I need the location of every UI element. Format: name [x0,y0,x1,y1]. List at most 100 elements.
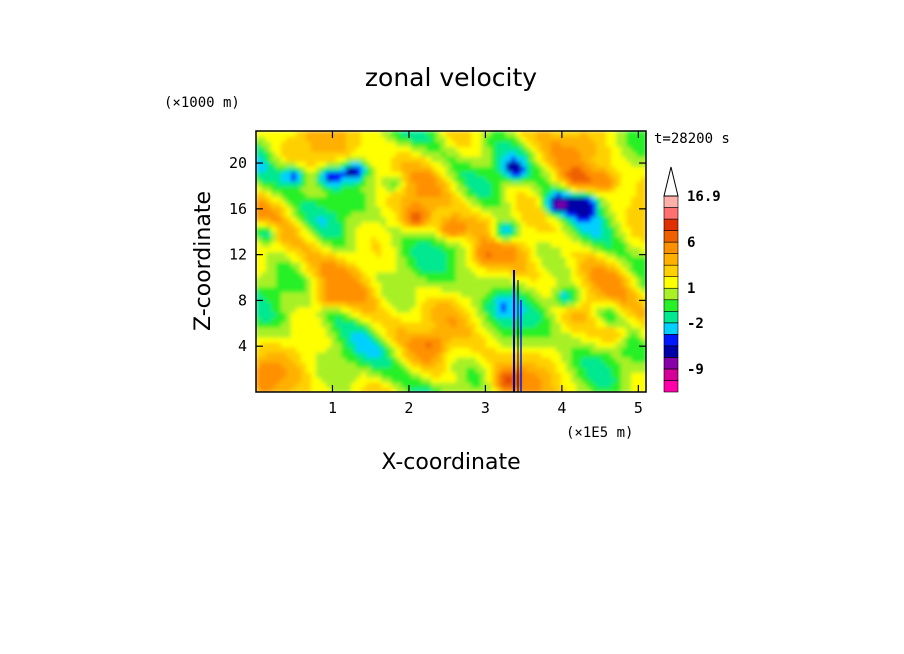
field-cell [626,316,632,323]
field-cell [491,151,497,157]
field-cell [351,346,357,353]
field-cell [376,341,382,348]
field-cell [571,161,577,167]
field-cell [561,251,567,258]
field-cell [526,256,532,263]
field-cell [486,181,492,188]
field-cell [596,316,602,323]
field-cell [476,206,482,213]
field-cell [526,156,532,162]
field-cell [491,361,497,368]
field-cell [466,181,472,188]
field-cell [356,276,362,283]
field-cell [286,291,292,298]
field-cell [636,311,642,318]
field-cell [331,371,337,378]
field-cell [491,156,497,162]
field-cell [616,156,622,162]
field-cell [501,131,507,137]
field-cell [301,191,307,198]
field-cell [641,281,646,288]
field-cell [281,366,287,373]
field-cell [476,236,482,243]
field-cell [551,366,557,373]
field-cell [321,381,327,388]
field-cell [591,151,597,157]
field-cell [501,321,507,328]
field-cell [536,341,542,348]
field-cell [406,246,412,253]
field-cell [276,191,282,198]
field-cell [431,301,437,308]
field-cell [521,321,527,328]
field-cell [596,201,602,208]
field-cell [286,226,292,233]
field-cell [356,266,362,273]
field-cell [386,176,392,182]
field-cell [271,271,277,278]
field-cell [491,296,497,303]
field-cell [401,236,407,243]
field-cell [481,281,487,288]
field-cell [481,156,487,162]
field-cell [406,231,412,238]
field-cell [336,301,342,308]
field-cell [496,301,502,308]
field-cell [461,366,467,373]
field-cell [416,266,422,273]
field-cell [441,301,447,308]
field-cell [301,306,307,313]
field-cell [276,221,282,228]
field-cell [311,166,317,172]
field-cell [316,211,322,218]
field-cell [511,246,517,253]
field-cell [596,361,602,368]
field-cell [316,146,322,152]
field-cell [531,306,537,313]
field-cell [496,226,502,233]
field-cell [296,376,302,383]
field-cell [556,381,562,388]
field-cell [411,266,417,273]
field-cell [291,186,297,193]
field-cell [551,211,557,218]
field-cell [401,201,407,208]
field-cell [261,341,267,348]
field-cell [446,136,452,142]
field-cell [391,231,397,238]
field-cell [566,256,572,263]
field-cell [296,201,302,208]
field-cell [416,261,422,268]
field-cell [441,161,447,167]
field-cell [391,236,397,243]
field-cell [446,171,452,177]
field-cell [271,371,277,378]
field-cell [321,316,327,323]
field-cell [636,381,642,388]
field-cell [606,361,612,368]
field-cell [331,201,337,208]
field-cell [431,311,437,318]
field-cell [591,241,597,248]
field-cell [421,131,427,137]
field-cell [256,151,262,157]
field-cell [471,236,477,243]
field-cell [401,261,407,268]
field-cell [301,331,307,338]
field-cell [501,311,507,318]
field-cell [616,216,622,223]
field-cell [546,156,552,162]
field-cell [521,316,527,323]
x-unit-label: (×1E5 m) [566,425,633,441]
field-cell [601,341,607,348]
colorbar-swatch [663,380,679,393]
field-cell [551,196,557,203]
field-cell [261,271,267,278]
field-cell [471,166,477,172]
field-cell [361,181,367,188]
field-cell [521,331,527,338]
field-cell [396,296,402,303]
field-cell [621,191,627,198]
field-cell [556,291,562,298]
field-cell [311,176,317,182]
